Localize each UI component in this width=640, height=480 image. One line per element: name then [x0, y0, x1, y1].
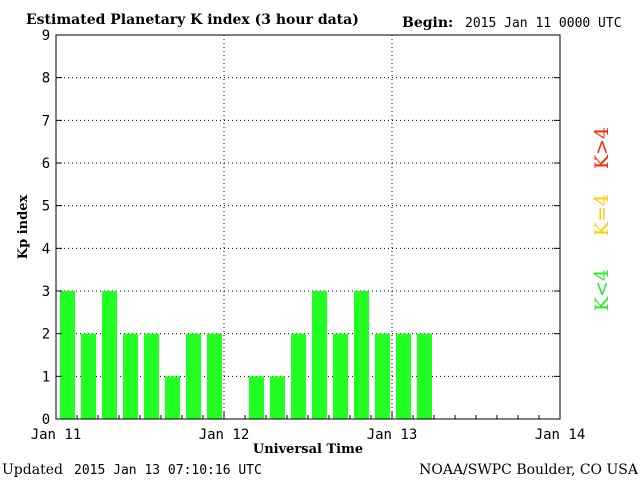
kp-bar-6 [186, 333, 201, 419]
begin-value: 2015 Jan 11 0000 UTC [465, 16, 622, 31]
credit-text: NOAA/SWPC Boulder, CO USA [419, 462, 639, 478]
kp-bar-13 [333, 333, 348, 419]
kp-bar-1 [81, 333, 96, 419]
y-tick-label: 6 [42, 156, 50, 172]
chart-title: Estimated Planetary K index (3 hour data… [26, 12, 359, 28]
legend-mid: K=4 [591, 194, 613, 236]
y-tick-label: 1 [42, 369, 50, 385]
kp-bar-2 [102, 291, 117, 419]
kp-bar-10 [270, 376, 285, 419]
y-axis-label: Kp index [16, 195, 31, 260]
kp-bar-3 [123, 333, 138, 419]
x-tick-label: Jan 13 [367, 427, 418, 443]
kp-bar-9 [249, 376, 264, 419]
kp-bar-16 [396, 333, 411, 419]
x-tick-label: Jan 11 [31, 427, 82, 443]
y-tick-label: 0 [42, 412, 50, 428]
kp-bar-5 [165, 376, 180, 419]
kp-bar-15 [375, 333, 390, 419]
x-tick-label: Jan 12 [199, 427, 250, 443]
updated-label: Updated [2, 462, 63, 478]
x-tick-label: Jan 14 [535, 427, 586, 443]
plot-area [56, 35, 560, 419]
y-tick-label: 3 [42, 284, 50, 300]
y-tick-label: 9 [42, 28, 50, 44]
begin-label: Begin: [402, 15, 453, 31]
x-axis-ticks: Jan 11 Jan 12 Jan 13 Jan 14 [31, 411, 586, 443]
kp-bar-14 [354, 291, 369, 419]
y-tick-label: 7 [42, 113, 50, 129]
kp-bar-12 [312, 291, 327, 419]
bar-series [60, 291, 432, 419]
x-axis-label: Universal Time [253, 442, 363, 457]
updated-value: 2015 Jan 13 07:10:16 UTC [74, 463, 262, 478]
y-tick-label: 8 [42, 71, 50, 87]
kp-bar-11 [291, 333, 306, 419]
legend-high: K>4 [591, 127, 613, 169]
y-tick-label: 2 [42, 327, 50, 343]
kp-bar-17 [417, 333, 432, 419]
legend-low: K<4 [591, 269, 613, 311]
y-tick-label: 4 [42, 241, 50, 257]
kp-bar-4 [144, 333, 159, 419]
y-axis-ticks: 0 1 2 3 4 5 6 7 8 9 [42, 28, 560, 428]
y-tick-label: 5 [42, 199, 50, 215]
kp-bar-0 [60, 291, 75, 419]
kp-bar-7 [207, 333, 222, 419]
